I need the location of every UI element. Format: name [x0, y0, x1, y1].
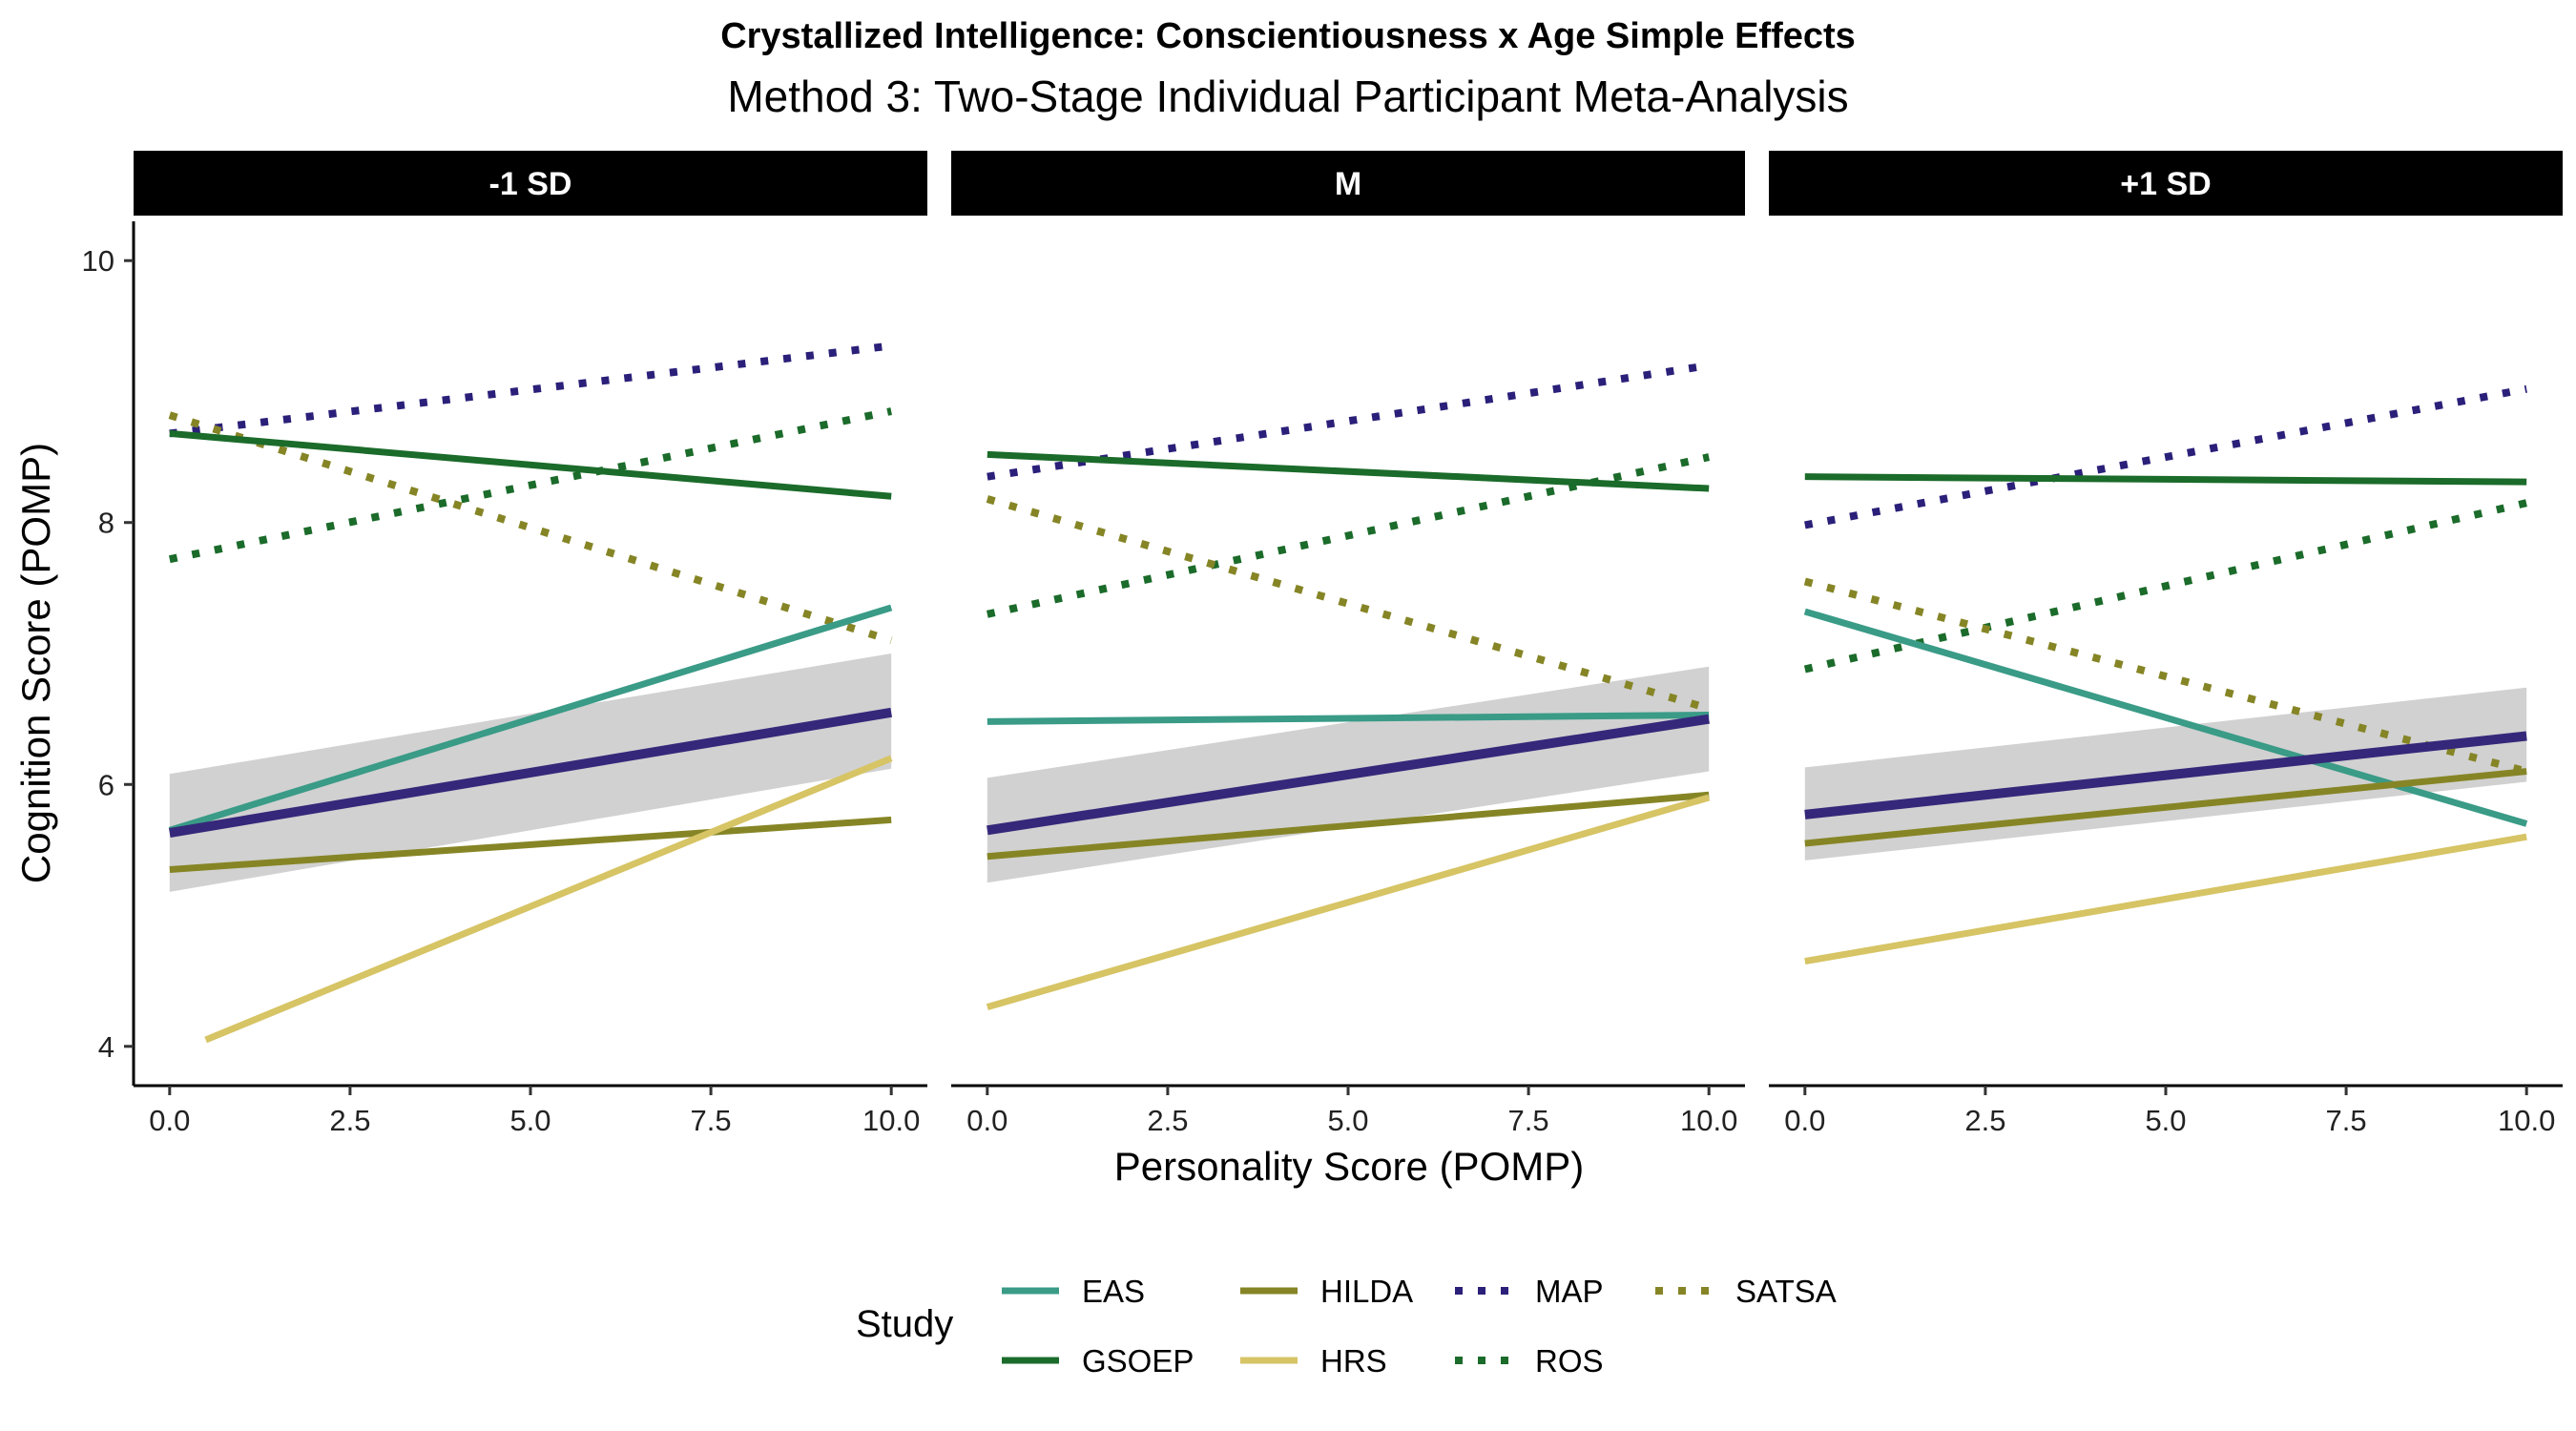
x-tick-label: 0.0: [966, 1104, 1008, 1137]
series-line-gsoep: [1804, 473, 2527, 486]
x-tick-label: 0.0: [149, 1104, 190, 1137]
facet-panels: -1 SD 0.0 2.5 5.0 7.5 10.0 4 6 8 10 M 0.0 2.5 5.0 7.5 1…: [82, 151, 2563, 1137]
x-tick-label: 7.5: [691, 1104, 732, 1137]
series-line-ros: [1803, 499, 2528, 674]
legend-label-hilda: HILDA: [1320, 1274, 1413, 1309]
strip-background: [951, 151, 1745, 216]
y-axis-title: Cognition Score (POMP): [13, 443, 58, 883]
series-line-satsa: [986, 495, 1711, 713]
x-tick-label: 0.0: [1784, 1104, 1825, 1137]
chart-title: Crystallized Intelligence: Conscientious…: [720, 16, 1856, 56]
legend-label-map: MAP: [1535, 1274, 1604, 1309]
x-tick-label: 5.0: [1327, 1104, 1368, 1137]
panel-m: M 0.0 2.5 5.0 7.5 10.0: [951, 151, 1745, 1137]
series-line-eas: [1803, 608, 2528, 827]
series-line-hilda: [987, 791, 1710, 861]
series-line-hrs: [1804, 833, 2527, 965]
series-line-gsoep: [987, 450, 1710, 492]
series-line-map: [1804, 384, 2527, 529]
x-tick-label: 5.0: [509, 1104, 551, 1137]
legend-label-gsoep: GSOEP: [1082, 1343, 1194, 1379]
x-tick-label: 2.5: [329, 1104, 370, 1137]
x-tick-label: 2.5: [1147, 1104, 1188, 1137]
series-line-ros: [986, 453, 1711, 618]
strip-background: [1769, 151, 2563, 216]
x-tick-label: 10.0: [2498, 1104, 2555, 1137]
x-tick-label: 7.5: [2326, 1104, 2367, 1137]
series-line-hilda: [169, 816, 892, 873]
x-tick-label: 7.5: [1508, 1104, 1549, 1137]
legend-label-satsa: SATSA: [1735, 1274, 1837, 1309]
chart-subtitle: Method 3: Two-Stage Individual Participa…: [727, 72, 1848, 121]
y-tick-label: 4: [98, 1030, 114, 1064]
series-line-eas: [987, 712, 1710, 725]
x-tick-label: 10.0: [862, 1104, 920, 1137]
x-tick-label: 10.0: [1680, 1104, 1737, 1137]
y-tick-label: 6: [98, 768, 114, 801]
legend-label-eas: EAS: [1082, 1274, 1145, 1309]
series-line-gsoep: [169, 429, 892, 500]
series-line-satsa: [168, 411, 893, 645]
panel-1-sd: -1 SD 0.0 2.5 5.0 7.5 10.0 4 6 8 10: [82, 151, 927, 1137]
x-tick-label: 5.0: [2145, 1104, 2186, 1137]
strip-background: [134, 151, 927, 216]
legend-label-ros: ROS: [1535, 1343, 1604, 1379]
series-line-map: [169, 342, 892, 438]
legend-label-hrs: HRS: [1320, 1343, 1387, 1379]
legend-title: Study: [856, 1303, 953, 1345]
series-line-ros: [169, 407, 892, 564]
strip-label: M: [1335, 166, 1361, 202]
series-line-eas: [168, 604, 893, 834]
strip-label: -1 SD: [489, 166, 572, 202]
y-tick-label: 8: [98, 507, 114, 540]
series-line-hrs: [986, 794, 1711, 1010]
x-axis-title: Personality Score (POMP): [1114, 1144, 1584, 1189]
x-tick-label: 2.5: [1964, 1104, 2005, 1137]
overall-effect-line: [168, 707, 893, 838]
overall-effect-line: [987, 714, 1710, 836]
series-line-hrs: [204, 755, 893, 1044]
legend: Study EAS GSOEP HILDA HRS MAP ROS SATSA: [856, 1274, 1837, 1379]
strip-label: +1 SD: [2120, 166, 2211, 202]
overall-effect-line: [1804, 731, 2527, 819]
series-line-satsa: [1803, 577, 2528, 776]
panel-1-sd: +1 SD 0.0 2.5 5.0 7.5 10.0: [1769, 151, 2563, 1137]
y-tick-label: 10: [82, 244, 114, 278]
series-line-hilda: [1804, 768, 2527, 847]
